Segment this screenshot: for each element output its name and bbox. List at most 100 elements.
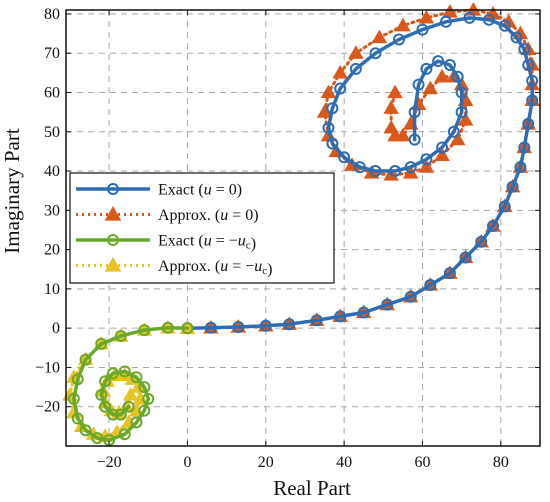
x-tick-label-4: 60: [414, 454, 430, 471]
series-0-point-24: [510, 31, 523, 44]
series-0-point-27: [463, 11, 476, 24]
x-tick-label-0: −20: [97, 454, 122, 471]
series-line-2: [72, 326, 190, 442]
series-2-point-23: [107, 408, 120, 421]
series-1-point-49: [434, 68, 450, 83]
series-0-point-52: [408, 106, 421, 119]
y-tick-label-4: 20: [44, 242, 60, 259]
series-0-point-4: [283, 318, 296, 331]
series-0-point-53: [408, 133, 421, 146]
series-0-point-32: [349, 62, 362, 75]
x-axis-label: Real Part: [273, 476, 351, 500]
series-2-point-0: [181, 322, 194, 335]
legend-marker-1: [104, 206, 122, 221]
series-0-point-2: [232, 320, 245, 333]
series-0-point-29: [416, 23, 429, 36]
legend: Exact (u = 0) Approx. (u = 0) Exact (u = −…: [69, 172, 335, 284]
y-tick-label-8: 60: [44, 84, 60, 101]
series-0-point-9: [404, 290, 417, 303]
series-1-point-50: [422, 80, 439, 95]
series-2-point-1: [161, 321, 174, 334]
series-0-point-40: [389, 165, 402, 178]
series-0-point-25: [498, 19, 511, 32]
y-tick-label-6: 40: [44, 163, 60, 180]
series-0: [181, 11, 539, 335]
legend-label-1: Approx. (u = 0): [158, 207, 259, 224]
series-1-point-26: [485, 6, 501, 20]
series-3-point-26: [122, 387, 139, 401]
series-0-point-12: [459, 251, 472, 264]
series-2-point-20: [99, 375, 112, 388]
legend-marker-0: [107, 183, 119, 195]
legend-item-2: Exact (u = −uc): [76, 233, 256, 253]
series-0-point-11: [443, 267, 456, 280]
series-2-point-22: [99, 400, 112, 413]
series-0-point-35: [322, 121, 335, 134]
series-1-point-54: [387, 127, 403, 142]
legend-item-0: Exact (u = 0): [76, 182, 242, 199]
series-0-point-30: [392, 33, 405, 46]
series-1-point-57: [387, 84, 403, 99]
series-0-point-41: [404, 161, 417, 174]
series-0-point-28: [439, 15, 452, 28]
series-0-point-16: [506, 180, 519, 193]
tick-marks: [66, 10, 540, 446]
series-2-point-4: [95, 337, 108, 350]
legend-label-0: Exact (u = 0): [158, 182, 242, 199]
series-0-point-49: [432, 55, 445, 68]
series-2-point-16: [138, 381, 151, 394]
y-tick-label-5: 30: [44, 202, 60, 219]
series-2-point-15: [142, 392, 155, 405]
series-2-point-5: [79, 353, 92, 366]
series-0-point-33: [334, 82, 347, 95]
series-0-point-7: [357, 306, 370, 319]
series-2-point-17: [130, 371, 143, 384]
series-2-point-6: [71, 373, 84, 386]
series-0-point-18: [518, 141, 531, 154]
series-2-point-2: [138, 324, 151, 337]
series-1-point-29: [418, 9, 435, 24]
series-2-point-8: [71, 412, 84, 425]
series-2-point-9: [79, 424, 92, 437]
series-0-point-47: [451, 70, 464, 83]
series-0-point-38: [353, 161, 366, 174]
series-1-point-44: [449, 131, 466, 146]
series-2-point-10: [91, 432, 104, 445]
legend-label-2: Exact (u = −uc): [158, 233, 256, 253]
series-2-point-14: [138, 404, 151, 417]
series-2-point-21: [95, 388, 108, 401]
series-2-point-12: [118, 428, 131, 441]
series-0-point-10: [424, 278, 437, 291]
legend-label-3: Approx. (u = −uc): [158, 258, 272, 278]
series-0-point-14: [486, 220, 499, 233]
series-0-point-48: [443, 58, 456, 71]
series-0-point-20: [526, 94, 539, 107]
y-tick-label-1: −10: [35, 359, 60, 376]
y-axis-label: Imaginary Part: [0, 128, 24, 254]
series-2-point-18: [118, 365, 131, 378]
series-1-point-32: [348, 45, 364, 59]
series-2-point-13: [130, 416, 143, 429]
legend-item-3: Approx. (u = −uc): [76, 257, 272, 278]
series-2-point-3: [114, 330, 127, 343]
series-0-point-22: [522, 58, 535, 71]
series-0-point-43: [436, 141, 449, 154]
series-1-point-28: [442, 4, 458, 18]
series-0-point-37: [338, 151, 351, 164]
series-layer: [62, 2, 540, 447]
x-tick-label-1: 0: [183, 454, 191, 471]
series-1-point-56: [383, 100, 399, 114]
series-0-point-44: [447, 125, 460, 138]
legend-marker-2: [107, 234, 119, 246]
series-0-point-15: [498, 200, 511, 213]
legend-marker-3: [104, 257, 122, 272]
series-1-point-30: [395, 17, 411, 32]
series-1-point-43: [434, 147, 450, 162]
x-tick-label-2: 20: [258, 454, 274, 471]
series-0-point-5: [310, 314, 323, 327]
y-tick-label-10: 80: [44, 6, 60, 23]
series-0-point-13: [475, 235, 488, 248]
series-2-point-7: [67, 392, 80, 405]
series-0-point-51: [412, 78, 425, 91]
